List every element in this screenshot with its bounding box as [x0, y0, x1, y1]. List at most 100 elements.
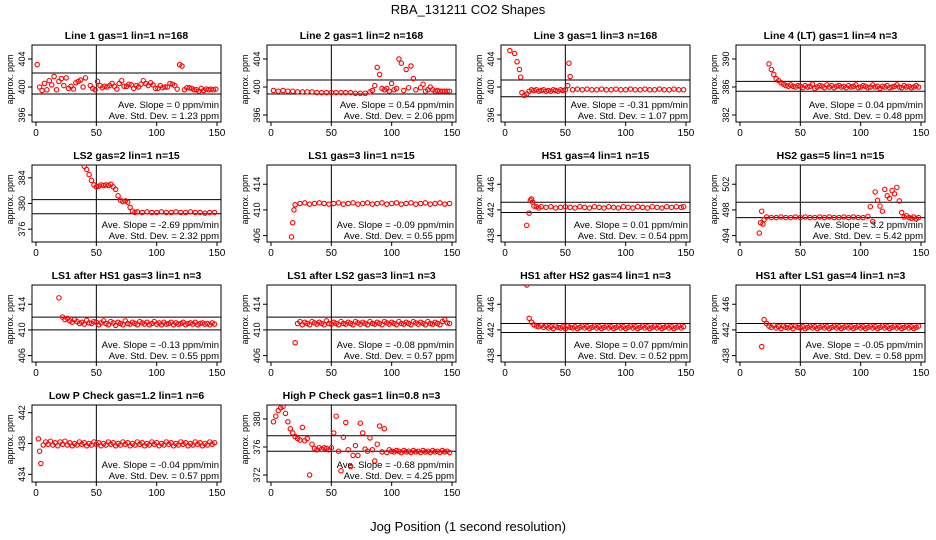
data-point: [872, 84, 878, 90]
slope-annotation: Ave. Slope = -0.68 ppm/min: [337, 460, 454, 471]
data-point: [678, 204, 684, 211]
panel-title: Low P Check gas=1.2 lin=1 n=6: [49, 390, 204, 402]
data-point: [374, 200, 380, 207]
data-point: [94, 78, 101, 85]
data-point: [639, 204, 646, 211]
y-tick-label: 442: [17, 405, 27, 420]
panel-title: HS1 gas=4 lin=1 n=15: [542, 150, 650, 162]
data-point: [374, 441, 380, 447]
y-tick-label: 400: [486, 79, 496, 94]
y-axis-label: approx. ppm: [5, 414, 15, 464]
data-point: [369, 447, 376, 453]
y-tick-label: 410: [252, 202, 262, 217]
data-point: [405, 84, 412, 91]
data-point: [637, 87, 643, 93]
data-point: [112, 186, 119, 193]
data-point: [446, 449, 453, 456]
data-point: [516, 66, 523, 73]
x-tick-label: 50: [326, 368, 338, 379]
data-point: [61, 82, 67, 89]
x-tick-label: 150: [444, 128, 461, 139]
y-tick-label: 400: [252, 79, 262, 94]
data-point: [408, 63, 414, 69]
data-point: [38, 460, 44, 467]
slope-annotation: Ave. Slope = 0.01 ppm/min: [574, 220, 688, 231]
panel-grid: Line 1 gas=1 lin=1 n=168 0 50 100 150 396 400 4…: [5, 30, 930, 499]
data-point: [528, 196, 535, 202]
data-point: [651, 87, 658, 93]
data-point: [114, 86, 120, 92]
data-point: [756, 230, 763, 236]
data-point: [285, 419, 291, 425]
data-point: [335, 200, 342, 206]
y-axis-label: approx. ppm: [240, 414, 250, 464]
y-tick-label: 384: [17, 170, 27, 185]
data-point: [437, 200, 443, 206]
data-point: [80, 84, 86, 90]
data-point: [86, 320, 92, 326]
data-point: [309, 89, 315, 95]
data-point: [577, 203, 583, 210]
data-point: [403, 66, 409, 73]
x-tick-label: 100: [852, 368, 869, 379]
data-point: [860, 82, 866, 89]
stddev-annotation: Ave. Std. Dev. = 0.48 ppm: [813, 111, 923, 122]
x-tick-label: 100: [383, 368, 400, 379]
y-tick-label: 498: [721, 202, 731, 217]
data-point: [548, 203, 554, 210]
data-point: [364, 448, 371, 454]
data-point: [598, 86, 605, 92]
data-point: [292, 339, 298, 346]
x-tick-label: 150: [913, 368, 930, 379]
data-point: [124, 199, 131, 205]
data-point: [869, 218, 876, 225]
data-point: [680, 323, 687, 330]
data-point: [291, 207, 297, 213]
y-tick-label: 494: [721, 228, 731, 243]
data-point: [288, 234, 295, 240]
data-point: [879, 208, 886, 214]
chart-panel-12: HS1 after LS1 gas=4 lin=1 n=3 0 50 100 150 43…: [709, 270, 930, 379]
data-point: [610, 204, 617, 211]
chart-panel-13: Low P Check gas=1.2 lin=1 n=6 0 50 100 150 43…: [5, 390, 226, 499]
y-tick-label: 442: [486, 202, 496, 217]
data-point: [384, 201, 390, 207]
data-point: [357, 90, 364, 97]
data-point: [567, 73, 573, 80]
data-point: [93, 184, 100, 190]
data-point: [579, 87, 585, 93]
data-point: [446, 200, 453, 207]
data-point: [213, 86, 219, 92]
plot-area: [32, 285, 221, 362]
data-point: [292, 202, 298, 208]
data-point: [369, 320, 376, 327]
data-point: [865, 84, 871, 91]
data-point: [118, 77, 125, 84]
x-tick-label: 100: [852, 248, 869, 259]
plot-frame: [266, 404, 457, 483]
plot-frame: [500, 44, 691, 123]
data-point: [627, 86, 634, 92]
data-point: [287, 426, 294, 432]
x-tick-label: 50: [91, 488, 103, 499]
data-point: [865, 213, 871, 220]
data-point: [121, 83, 127, 90]
y-tick-label: 438: [721, 348, 731, 363]
x-tick-label: 0: [502, 368, 508, 379]
data-point: [393, 200, 400, 206]
plot-area: [736, 45, 925, 122]
data-point: [299, 424, 306, 431]
stddev-annotation: Ave. Std. Dev. = 4.25 ppm: [344, 471, 454, 482]
data-point: [364, 200, 371, 206]
plot-area: [267, 405, 456, 482]
data-point: [376, 71, 383, 78]
panel-title: HS1 after HS2 gas=4 lin=1 n=3: [520, 270, 671, 282]
x-tick-label: 50: [91, 368, 103, 379]
y-axis-label: approx. ppm: [474, 294, 484, 344]
data-point: [432, 200, 438, 207]
data-point: [427, 320, 434, 327]
x-tick-label: 50: [560, 368, 572, 379]
data-point: [359, 200, 366, 207]
data-point: [603, 87, 610, 93]
data-point: [867, 203, 874, 210]
